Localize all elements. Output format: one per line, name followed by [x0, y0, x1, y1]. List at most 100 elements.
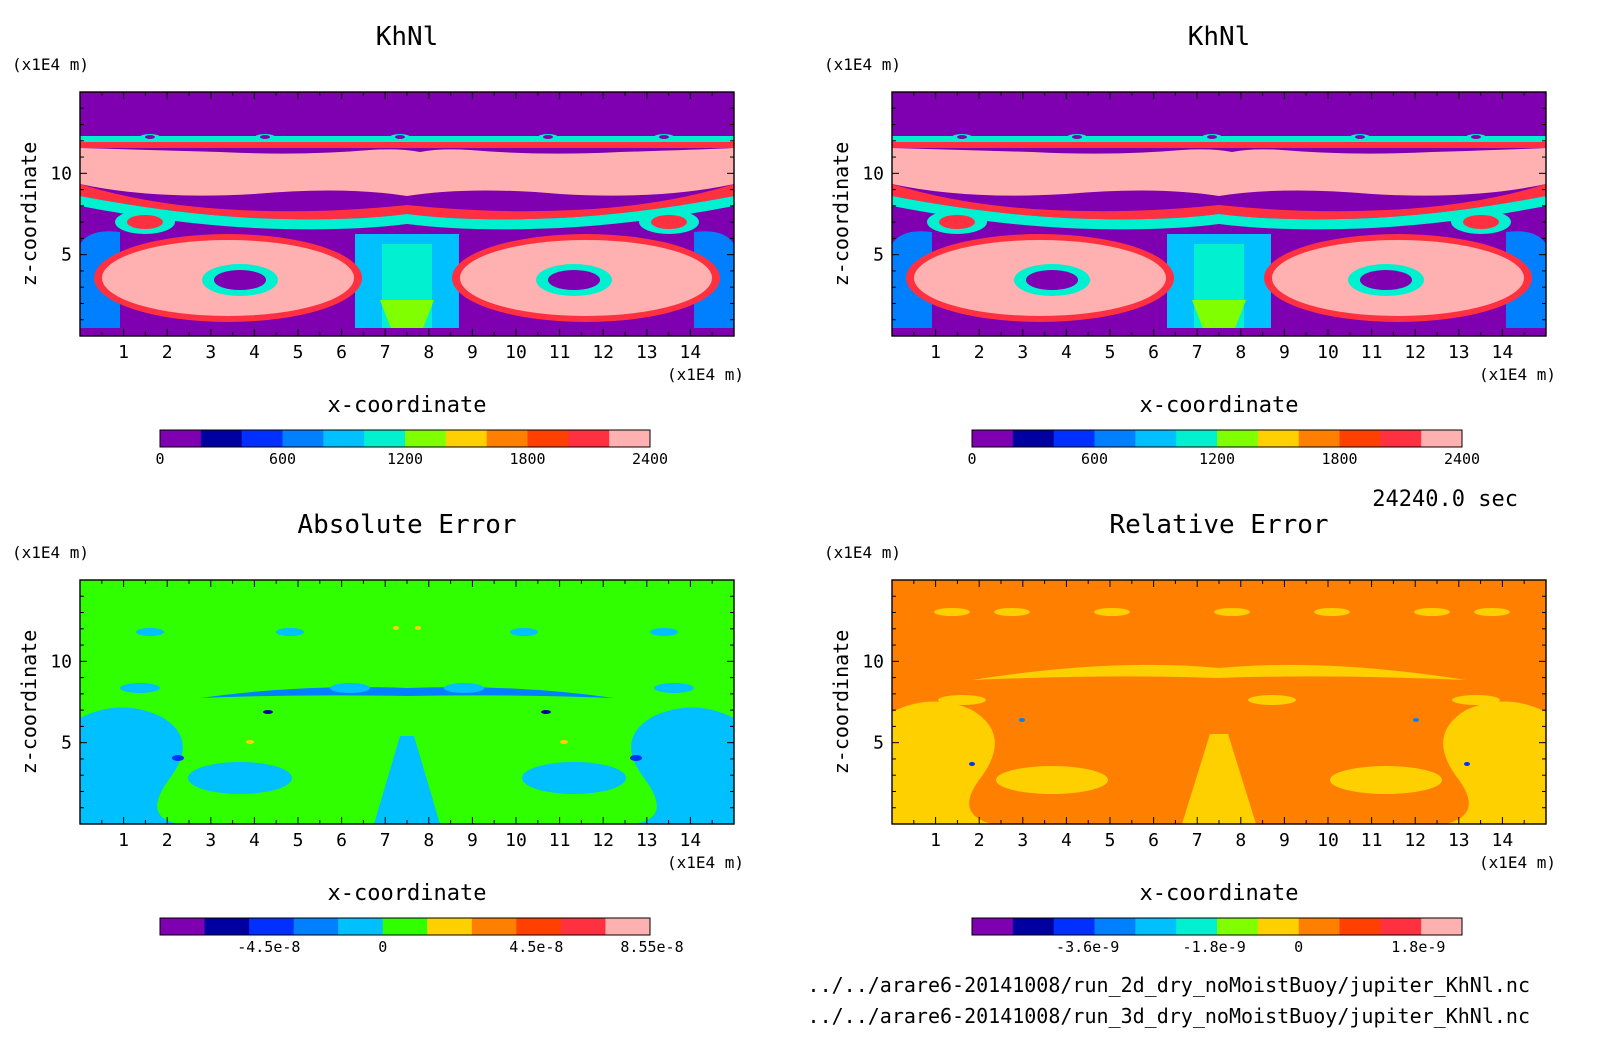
time-label: 24240.0 sec — [1372, 487, 1518, 512]
x-tick-label: 13 — [636, 342, 658, 363]
colorbar-swatch — [382, 918, 428, 935]
contour-region — [415, 626, 421, 630]
y-tick-label: 10 — [50, 163, 72, 184]
x-tick-label: 3 — [205, 830, 216, 851]
colorbar-swatch — [160, 918, 206, 935]
x-tick-label: 9 — [1279, 342, 1290, 363]
colorbar-swatch — [1135, 430, 1177, 447]
colorbar-swatch — [323, 430, 365, 447]
colorbar-swatch — [1053, 430, 1095, 447]
contour-region — [650, 628, 678, 636]
colorbar-swatch — [1176, 918, 1218, 935]
x-tick-label: 1 — [930, 342, 941, 363]
colorbar-swatch — [1380, 918, 1422, 935]
contour-region — [120, 683, 160, 693]
contour-region — [1072, 135, 1082, 139]
x-tick-label: 14 — [1492, 342, 1514, 363]
y-tick-label: 5 — [873, 733, 884, 754]
contour-region — [1248, 695, 1296, 705]
x-unit-label: (x1E4 m) — [1479, 853, 1556, 872]
contour-region — [1019, 718, 1025, 722]
contour-region — [80, 136, 734, 146]
contour-region — [276, 628, 304, 636]
contour-region — [1471, 135, 1481, 139]
x-tick-label: 13 — [636, 830, 658, 851]
contour-region — [1207, 135, 1217, 139]
colorbar-tick-label: 0 — [1294, 938, 1303, 956]
x-tick-label: 7 — [1192, 830, 1203, 851]
y-axis-label: z-coordinate — [17, 142, 41, 287]
file-path-2: ../../arare6-20141008/run_3d_dry_noMoist… — [808, 1004, 1530, 1028]
colorbar-frame — [971, 917, 1463, 936]
x-tick-label: 2 — [162, 342, 173, 363]
contour-region — [892, 184, 1546, 220]
x-tick-label: 6 — [336, 342, 347, 363]
contour-region — [263, 710, 273, 714]
x-tick-label: 5 — [293, 342, 304, 363]
x-tick-label: 12 — [592, 830, 614, 851]
colorbar-swatch — [1012, 918, 1055, 935]
contour-region — [651, 215, 687, 229]
contour-region — [892, 142, 1546, 148]
colorbar-frame — [159, 429, 651, 448]
colorbar-tick-label: 2400 — [1444, 450, 1480, 468]
colorbar-tick-label: 1.8e-9 — [1391, 938, 1445, 956]
colorbar-swatch — [200, 430, 243, 447]
x-axis-label: x-coordinate — [328, 881, 487, 906]
contour-region — [1443, 701, 1546, 824]
colorbar-tick-label: -4.5e-8 — [237, 938, 300, 956]
contour-region — [127, 215, 163, 229]
colorbar-swatch — [1053, 918, 1095, 935]
colorbar-swatch — [1176, 430, 1218, 447]
x-tick-label: 11 — [1361, 830, 1383, 851]
contour-region — [892, 136, 1546, 146]
x-tick-label: 2 — [974, 342, 985, 363]
x-tick-label: 7 — [1192, 342, 1203, 363]
contour-region — [1026, 270, 1078, 290]
contour-region — [654, 683, 694, 693]
x-tick-label: 4 — [1061, 830, 1072, 851]
panel-4: Relative Error(x1E4 m)1 2 3 4 5 6 7 8 9 10 11 12 13 1… — [824, 510, 1556, 956]
contour-region — [560, 740, 568, 744]
colorbar-frame — [159, 917, 651, 936]
colorbar-tick-label: 0 — [155, 450, 164, 468]
x-tick-label: 5 — [293, 830, 304, 851]
colorbar-swatch — [560, 918, 606, 935]
x-tick-label: 1 — [118, 342, 129, 363]
contour-region — [994, 608, 1030, 616]
colorbar-swatch — [293, 918, 339, 935]
colorbar-swatch — [1298, 918, 1340, 935]
contour-region — [260, 135, 270, 139]
colorbar-swatch — [204, 918, 250, 935]
x-tick-label: 7 — [380, 342, 391, 363]
y-unit-label: (x1E4 m) — [12, 543, 89, 562]
x-tick-label: 10 — [505, 830, 527, 851]
contour-region — [80, 142, 734, 148]
contour-region — [1413, 718, 1419, 722]
contour-region — [444, 683, 484, 693]
x-tick-label: 8 — [1235, 830, 1246, 851]
contour-field — [892, 92, 1546, 336]
x-tick-label: 1 — [118, 830, 129, 851]
x-tick-label: 10 — [1317, 342, 1339, 363]
contour-field — [80, 580, 734, 824]
contour-region — [1414, 608, 1450, 616]
colorbar-swatch — [1298, 430, 1340, 447]
contour-region — [1182, 734, 1256, 824]
y-unit-label: (x1E4 m) — [824, 543, 901, 562]
contour-region — [1192, 300, 1246, 336]
x-unit-label: (x1E4 m) — [667, 853, 744, 872]
colorbar-tick-label: 8.55e-8 — [620, 938, 683, 956]
x-tick-label: 2 — [974, 830, 985, 851]
x-tick-label: 8 — [423, 342, 434, 363]
panel-2: KhNl(x1E4 m)1 2 3 4 5 6 7 8 9 10 11 12 13 14510(x1E4 … — [824, 22, 1556, 468]
x-tick-label: 5 — [1105, 830, 1116, 851]
colorbar-swatch — [1257, 918, 1300, 935]
colorbar-tick-label: 1200 — [1199, 450, 1235, 468]
x-tick-label: 8 — [423, 830, 434, 851]
colorbar-swatch — [605, 918, 651, 935]
contour-field — [80, 92, 734, 336]
contour-region — [996, 766, 1108, 794]
colorbar-tick-label: 1800 — [509, 450, 545, 468]
